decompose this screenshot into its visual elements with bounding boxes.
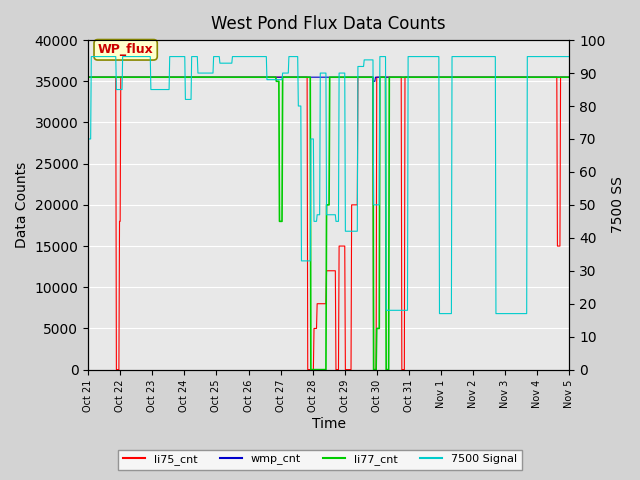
Line: li77_cnt: li77_cnt [88,77,570,370]
li77_cnt [566,74,573,80]
li75_cnt [253,74,261,80]
7500 Signal [566,54,573,60]
wmp_cnt [141,74,148,80]
li77_cnt [271,74,279,80]
Legend: li75_cnt, wmp_cnt, li77_cnt, 7500 Signal: li75_cnt, wmp_cnt, li77_cnt, 7500 Signal [118,450,522,469]
7500 Signal [141,54,149,60]
li75_cnt [272,74,280,80]
li77_cnt [378,74,386,80]
li77_cnt [253,74,260,80]
li75_cnt [406,74,413,80]
X-axis label: Time: Time [312,418,346,432]
li75_cnt [378,74,386,80]
li77_cnt [307,367,315,372]
li75_cnt [84,74,92,80]
7500 Signal [272,77,280,83]
7500 Signal [84,136,92,142]
7500 Signal [378,54,386,60]
li75_cnt [230,74,237,80]
Text: WP_flux: WP_flux [98,43,154,56]
wmp_cnt [253,74,260,80]
7500 Signal [406,54,413,60]
li75_cnt [566,74,573,80]
li77_cnt [141,74,148,80]
7500 Signal [88,54,95,60]
wmp_cnt [378,74,386,80]
wmp_cnt [406,74,413,80]
wmp_cnt [229,74,237,80]
li75_cnt [113,367,120,372]
7500 Signal [230,54,237,60]
li77_cnt [84,74,92,80]
Line: wmp_cnt: wmp_cnt [88,77,570,81]
Y-axis label: 7500 SS: 7500 SS [611,177,625,233]
Y-axis label: Data Counts: Data Counts [15,162,29,248]
7500 Signal [436,311,444,316]
li75_cnt [141,74,149,80]
li77_cnt [406,74,413,80]
Line: 7500 Signal: 7500 Signal [88,57,570,313]
wmp_cnt [84,74,92,80]
wmp_cnt [370,78,378,84]
wmp_cnt [271,74,279,80]
wmp_cnt [566,74,573,80]
Title: West Pond Flux Data Counts: West Pond Flux Data Counts [211,15,446,33]
li77_cnt [229,74,237,80]
Line: li75_cnt: li75_cnt [88,77,570,370]
7500 Signal [253,54,261,60]
